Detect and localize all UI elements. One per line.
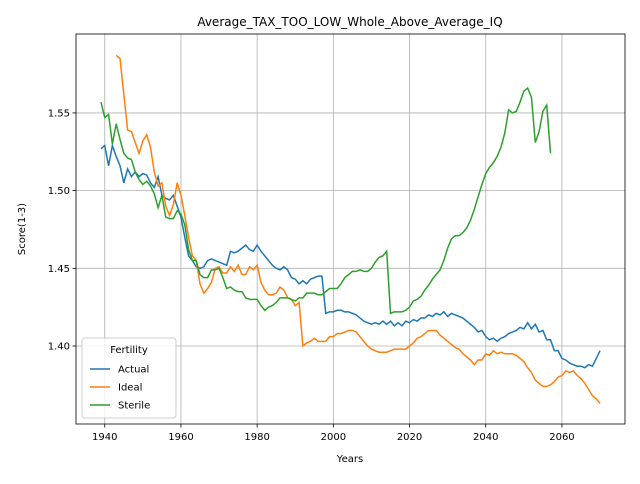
axes-frame [75,33,626,425]
x-tick-label: 1960 [168,432,193,443]
chart-title: Average_TAX_TOO_LOW_Whole_Above_Average_… [197,15,502,29]
y-axis-label: Score(1-3) [17,203,28,255]
line-series [100,86,552,315]
legend-box [81,337,177,419]
y-tick-label: 1.50 [48,186,70,197]
legend-title: Fertility [110,345,148,356]
y-tick-label: 1.55 [48,108,70,119]
legend-label: Ideal [118,383,142,394]
x-axis-label: Years [336,454,363,465]
x-tick-label: 2060 [549,432,574,443]
x-tick-label: 2020 [397,432,422,443]
y-tick-label: 1.45 [48,264,70,275]
legend-label: Sterile [118,401,150,412]
x-tick-label: 2000 [321,432,346,443]
legend-label: Actual [118,365,149,376]
x-tick-label: 2040 [473,432,498,443]
x-tick-label: 1940 [92,432,117,443]
line-series [100,142,601,369]
x-tick-label: 1980 [244,432,269,443]
y-tick-label: 1.40 [48,342,70,353]
